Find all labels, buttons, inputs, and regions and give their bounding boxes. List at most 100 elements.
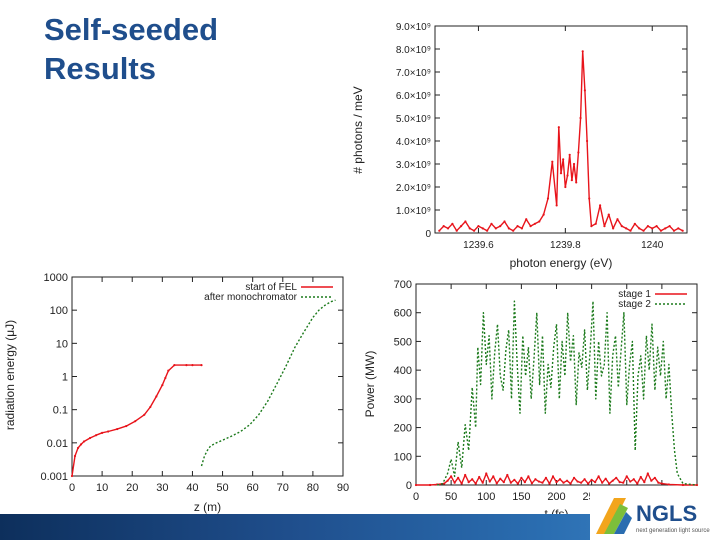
spectrum-point (494, 227, 497, 230)
energy-point (191, 364, 194, 367)
power-point (551, 475, 555, 478)
power-frame (415, 283, 698, 486)
energy-xtick-label: 0 (69, 482, 75, 494)
power-point (601, 481, 604, 484)
power-point (625, 475, 628, 478)
spectrum-point (629, 229, 632, 232)
spectrum-point (625, 227, 628, 230)
power-point (629, 480, 632, 483)
power-point (611, 479, 614, 482)
power-xtick-label: 100 (477, 491, 495, 503)
power-point (435, 483, 439, 486)
power-point (446, 479, 449, 482)
energy-ytick-label: 1000 (44, 272, 68, 284)
energy-point (70, 474, 74, 478)
spectrum-point (588, 197, 591, 200)
spectrum-point (559, 172, 563, 175)
energy-point (101, 431, 104, 434)
power-point (615, 476, 618, 479)
energy-ytick-label: 0.1 (53, 405, 68, 417)
spectrum-point (572, 162, 576, 166)
energy-series-1 (71, 364, 202, 477)
power-ytick-label: 500 (394, 336, 412, 348)
energy-xlabel: z (m) (194, 500, 221, 514)
spectrum-point (594, 222, 597, 225)
energy-point (173, 364, 176, 367)
power-point (618, 481, 621, 484)
power-point (643, 481, 646, 484)
spectrum-point (546, 197, 550, 200)
power-legend-label: stage 2 (618, 299, 651, 310)
power-point (541, 481, 544, 484)
power-point (544, 476, 548, 479)
spectrum-point (638, 227, 641, 230)
power-point (495, 482, 498, 485)
spectrum-point (599, 204, 602, 207)
spectrum-xlabel: photon energy (eV) (510, 256, 613, 270)
spectrum-ytick-label: 6.0×10⁹ (396, 91, 431, 102)
power-point (506, 473, 509, 477)
spectrum-point (562, 158, 565, 161)
energy-xtick-label: 20 (126, 482, 138, 494)
power-point (650, 479, 653, 482)
spectrum-point (590, 225, 593, 228)
power-point (660, 482, 663, 485)
spectrum-point (612, 227, 615, 230)
spectrum-point (555, 204, 558, 207)
spectrum-point (481, 227, 484, 230)
spectrum-point (516, 225, 519, 228)
spectrum-point (451, 222, 454, 225)
spectrum-point (575, 181, 578, 184)
energy-frame (71, 276, 344, 477)
power-point (492, 475, 495, 478)
power-ytick-label: 600 (394, 308, 412, 320)
power-point (502, 481, 505, 484)
power-point (450, 475, 453, 478)
energy-point (73, 454, 77, 458)
spectrum-point (616, 218, 619, 221)
power-group: 0501001502002503003504000100200300400500… (363, 279, 706, 521)
spectrum-ytick-label: 7.0×10⁹ (396, 68, 431, 79)
energy-point (116, 427, 119, 431)
energy-point (82, 440, 86, 443)
power-point (471, 478, 474, 481)
power-point (653, 476, 656, 479)
spectrum-point (533, 222, 537, 225)
spectrum-series-1 (438, 50, 684, 232)
spectrum-ytick-label: 5.0×10⁹ (396, 114, 431, 125)
power-point (453, 481, 456, 484)
spectrum-point (620, 225, 623, 228)
logo-name: NGLS (636, 501, 697, 526)
power-point (597, 475, 600, 478)
power-point (590, 478, 593, 481)
energy-point (155, 395, 158, 398)
spectrum-point (659, 229, 663, 232)
spectrum-point (542, 213, 545, 216)
power-point (428, 483, 432, 487)
spectrum-point (520, 227, 523, 230)
energy-point (161, 384, 164, 387)
energy-ylabel: radiation energy (μJ) (3, 320, 17, 430)
energy-xtick-label: 30 (156, 482, 168, 494)
power-ytick-label: 700 (394, 279, 412, 291)
power-point (474, 482, 477, 485)
spectrum-point (529, 225, 532, 228)
power-point (583, 478, 586, 481)
power-point (636, 482, 639, 485)
spectrum-point (642, 229, 645, 232)
energy-xtick-label: 40 (186, 482, 198, 494)
power-point (523, 481, 526, 484)
spectrum-point (677, 227, 680, 230)
spectrum-point (566, 174, 569, 177)
power-ytick-label: 200 (394, 423, 412, 435)
power-point (622, 481, 625, 484)
spectrum-group: 1239.6 1239.8 1240 0 1.0×10⁹ 2.0×10⁹ 3.0×10⁹ 4.… (351, 22, 688, 270)
energy-xtick-label: 50 (216, 482, 228, 494)
spectrum-point (507, 227, 510, 230)
power-xtick-label: 150 (512, 491, 530, 503)
spectrum-point (446, 227, 450, 230)
power-point (667, 483, 671, 486)
logo-tagline: next generation light source (636, 528, 710, 534)
spectrum-point (455, 229, 458, 232)
power-point (467, 481, 470, 484)
